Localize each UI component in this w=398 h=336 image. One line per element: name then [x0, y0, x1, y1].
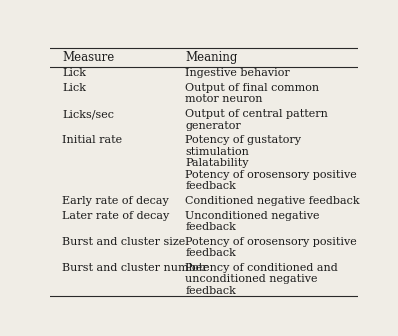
Text: Unconditioned negative: Unconditioned negative: [185, 211, 320, 220]
Text: Potency of orosensory positive: Potency of orosensory positive: [185, 237, 357, 247]
Text: Output of final common: Output of final common: [185, 83, 320, 93]
Text: Early rate of decay: Early rate of decay: [62, 196, 169, 206]
Text: Measure: Measure: [62, 51, 114, 64]
Text: feedback: feedback: [185, 248, 236, 258]
Text: Potency of gustatory: Potency of gustatory: [185, 135, 301, 145]
Text: motor neuron: motor neuron: [185, 94, 263, 104]
Text: generator: generator: [185, 121, 241, 131]
Text: Potency of orosensory positive: Potency of orosensory positive: [185, 170, 357, 179]
Text: Potency of conditioned and: Potency of conditioned and: [185, 263, 338, 273]
Text: Palatability: Palatability: [185, 158, 249, 168]
Text: Meaning: Meaning: [185, 51, 238, 64]
Text: Burst and cluster number: Burst and cluster number: [62, 263, 208, 273]
Text: feedback: feedback: [185, 222, 236, 232]
Text: stimulation: stimulation: [185, 147, 249, 157]
Text: Initial rate: Initial rate: [62, 135, 122, 145]
Text: feedback: feedback: [185, 286, 236, 296]
Text: feedback: feedback: [185, 181, 236, 191]
Text: Lick: Lick: [62, 68, 86, 78]
Text: Later rate of decay: Later rate of decay: [62, 211, 169, 220]
Text: Conditioned negative feedback: Conditioned negative feedback: [185, 196, 360, 206]
Text: Output of central pattern: Output of central pattern: [185, 109, 328, 119]
Text: unconditioned negative: unconditioned negative: [185, 275, 318, 284]
Text: Licks/sec: Licks/sec: [62, 109, 114, 119]
Text: Ingestive behavior: Ingestive behavior: [185, 68, 290, 78]
Text: Lick: Lick: [62, 83, 86, 93]
Text: Burst and cluster size: Burst and cluster size: [62, 237, 185, 247]
